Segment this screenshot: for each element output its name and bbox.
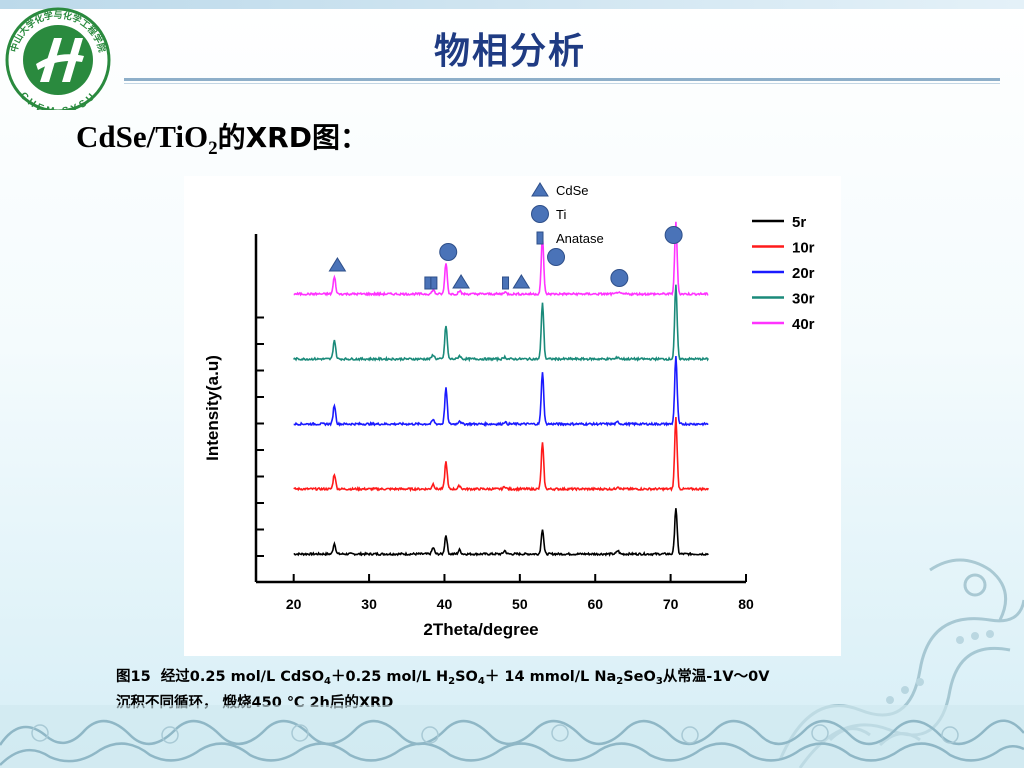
peak-marker-circle [439, 243, 458, 261]
heading-subscript: 2 [208, 138, 218, 159]
top-bar [0, 0, 1024, 9]
university-logo: 中山大学化学与化学工程学院 CHEM SYSU [5, 7, 111, 110]
title-rule-thin [124, 83, 1000, 84]
caption-sub: 2 [616, 676, 624, 687]
peak-marker-square [430, 276, 438, 290]
series-line-10r [293, 417, 710, 493]
caption-line1: 图15 经过0.25 mol/L CdSO4＋0.25 mol/L H2SO4＋… [116, 664, 956, 690]
legend-marker-square [536, 231, 544, 245]
xrd-chart-svg: 20 30 40 50 60 70 80 2Theta/degree Intensity(a.u… [203, 182, 815, 639]
x-axis-label: 2Theta/degree [423, 620, 538, 639]
series-line-30r [293, 284, 710, 363]
series-line-5r [293, 508, 709, 557]
legend-marker-label: Anatase [556, 231, 604, 246]
legend-marker-triangle [531, 182, 549, 197]
caption-seg: SO [455, 669, 478, 685]
legend-marker-circle [531, 205, 549, 223]
x-tick-label: 30 [361, 596, 377, 612]
y-axis-label: Intensity(a.u) [203, 355, 222, 461]
caption-sub: 4 [324, 676, 332, 687]
peak-marker-circle [664, 226, 683, 244]
caption-sub: 2 [448, 676, 456, 687]
slide-title: 物相分析 [433, 31, 586, 72]
xrd-chart: 20 30 40 50 60 70 80 2Theta/degree Intensity(a.u… [184, 176, 841, 656]
caption-seg: SeO [623, 669, 656, 685]
peak-marker-triangle [512, 274, 531, 289]
x-tick-label: 50 [512, 596, 528, 612]
x-tick-label: 20 [286, 596, 302, 612]
title-rule [124, 78, 1000, 81]
caption-fig-label: 图15 [116, 669, 151, 685]
x-tick-label: 60 [587, 596, 603, 612]
series-line-20r [293, 355, 709, 428]
slide-heading: CdSe/TiO2的XRD图： [76, 116, 368, 159]
caption-seg: 经过0.25 mol/L CdSO [160, 669, 325, 685]
caption-seg: 从常温-1V～0V [662, 669, 770, 685]
legend-label-10r: 10r [792, 240, 815, 257]
legend-label-40r: 40r [792, 316, 815, 333]
legend-label-20r: 20r [792, 265, 815, 282]
caption-sub: 4 [477, 676, 485, 687]
x-tick-label: 40 [437, 596, 453, 612]
peak-marker-circle [547, 248, 566, 266]
legend-label-30r: 30r [792, 291, 815, 308]
legend-label-5r: 5r [792, 214, 806, 231]
heading-part2: 的XRD图： [217, 121, 368, 154]
series-line-40r [293, 221, 709, 297]
peak-marker-triangle [452, 274, 470, 289]
legend-marker-label: Ti [556, 207, 566, 222]
peak-marker-circle [610, 269, 629, 287]
legend-marker-label: CdSe [556, 183, 589, 198]
caption-sub: 3 [655, 676, 663, 687]
peak-marker-square [502, 276, 510, 290]
wave-border-decoration [0, 705, 1024, 768]
x-tick-label: 80 [738, 596, 754, 612]
peak-marker-triangle [328, 257, 347, 272]
peak-marker-square [424, 276, 432, 290]
x-tick-label: 70 [663, 596, 679, 612]
heading-part1: CdSe/TiO [76, 119, 209, 154]
caption-seg: ＋ 14 mmol/L Na [484, 669, 617, 685]
caption-seg: ＋0.25 mol/L H [331, 669, 449, 685]
